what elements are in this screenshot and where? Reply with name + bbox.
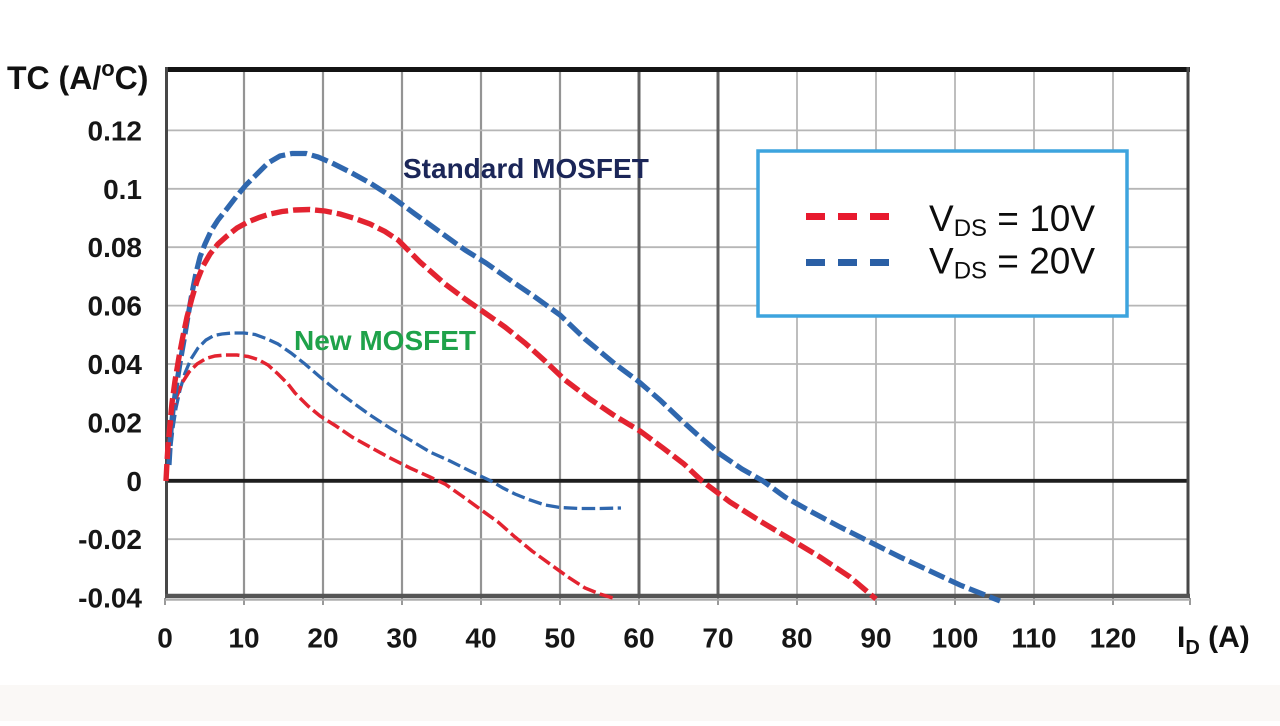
- svg-text:10: 10: [228, 623, 259, 654]
- svg-text:50: 50: [544, 623, 575, 654]
- svg-text:20: 20: [307, 623, 338, 654]
- svg-text:0.1: 0.1: [103, 174, 142, 205]
- svg-text:0.04: 0.04: [88, 349, 143, 380]
- svg-text:0.02: 0.02: [88, 407, 143, 438]
- svg-text:110: 110: [1011, 623, 1056, 654]
- svg-text:TC (A/oC): TC (A/oC): [7, 56, 148, 96]
- svg-text:0.06: 0.06: [88, 291, 143, 322]
- svg-text:0.12: 0.12: [88, 115, 143, 146]
- svg-text:-0.04: -0.04: [78, 583, 142, 614]
- svg-text:80: 80: [781, 623, 812, 654]
- svg-text:30: 30: [386, 623, 417, 654]
- svg-text:90: 90: [860, 623, 891, 654]
- svg-text:60: 60: [623, 623, 654, 654]
- svg-text:70: 70: [702, 623, 733, 654]
- svg-text:Standard MOSFET: Standard MOSFET: [403, 153, 649, 184]
- svg-text:0: 0: [157, 623, 173, 654]
- svg-text:0: 0: [126, 466, 142, 497]
- svg-text:120: 120: [1090, 623, 1137, 654]
- svg-text:100: 100: [932, 623, 979, 654]
- svg-text:0.08: 0.08: [88, 232, 143, 263]
- svg-text:New MOSFET: New MOSFET: [294, 325, 476, 356]
- svg-text:-0.02: -0.02: [78, 524, 142, 555]
- svg-text:40: 40: [465, 623, 496, 654]
